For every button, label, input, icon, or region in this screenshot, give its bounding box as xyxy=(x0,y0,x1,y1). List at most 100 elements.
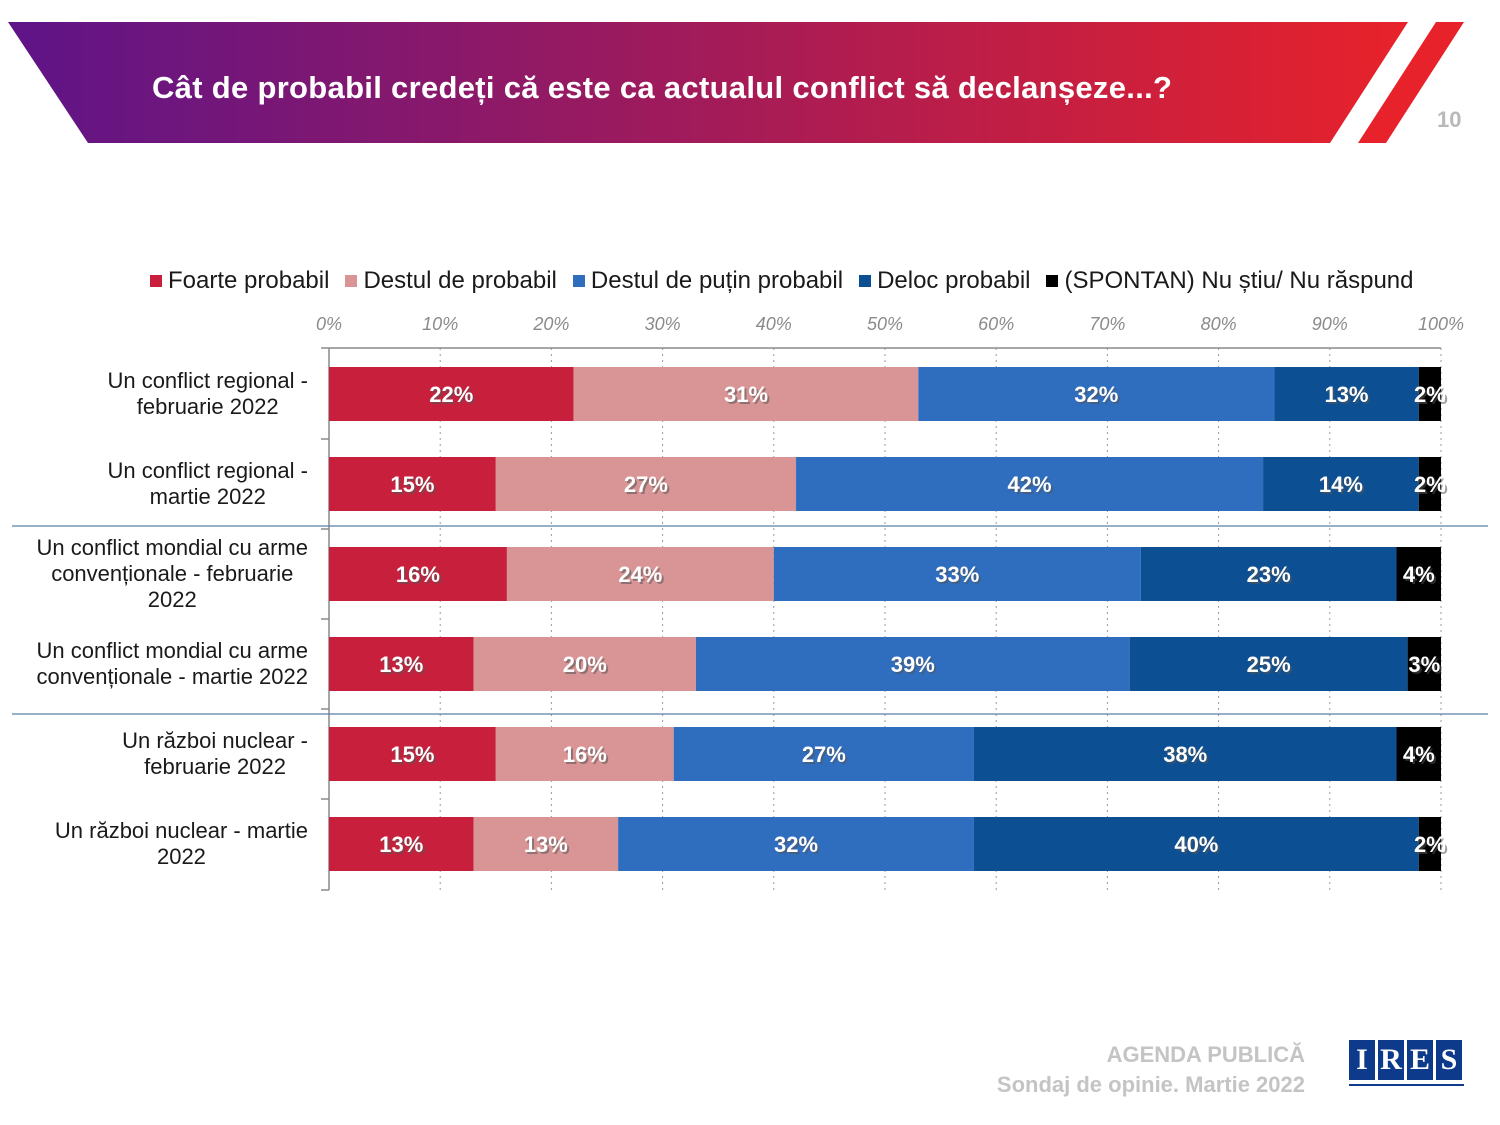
bar-segment xyxy=(973,727,1397,781)
x-tick-label: 10% xyxy=(422,314,458,334)
bar-segment xyxy=(1396,727,1441,781)
data-label: 32% xyxy=(774,832,818,857)
data-label: 13% xyxy=(379,652,423,677)
legend-item-5: (SPONTAN) Nu știu/ Nu răspund xyxy=(1046,264,1413,298)
x-tick-label: 80% xyxy=(1201,314,1237,334)
data-label-shadow: 3% xyxy=(1410,654,1442,679)
data-label: 32% xyxy=(1074,382,1118,407)
data-label: 16% xyxy=(563,742,607,767)
bar-segment xyxy=(329,457,496,511)
data-label-shadow: 13% xyxy=(526,834,570,859)
data-label-shadow: 2% xyxy=(1416,474,1448,499)
data-label-shadow: 13% xyxy=(381,654,425,679)
bar-segment xyxy=(1274,367,1419,421)
bar-segment xyxy=(495,457,797,511)
data-label: 13% xyxy=(379,832,423,857)
page-number: 10 xyxy=(1437,107,1462,132)
bar-segment xyxy=(329,367,574,421)
bar-segment xyxy=(796,457,1264,511)
bar-segment xyxy=(329,637,474,691)
legend-label: Deloc probabil xyxy=(877,267,1031,294)
bar-segment xyxy=(473,817,619,871)
ires-logo-underline xyxy=(1349,1084,1464,1091)
legend-item-4: Deloc probabil xyxy=(859,264,1030,298)
logo-letter: E xyxy=(1407,1040,1433,1080)
legend-item-3: Destul de puțin probabil xyxy=(572,264,844,298)
x-tick-label: 0% xyxy=(316,314,342,334)
x-tick-label: 100% xyxy=(1418,314,1464,334)
x-tick-label: 30% xyxy=(645,314,681,334)
legend-swatch xyxy=(345,275,358,287)
bar-segment xyxy=(1418,457,1441,511)
category-label: Un război nuclear - martie 2022 xyxy=(54,818,308,869)
category-label: Un conflict mondial cu arme convențional… xyxy=(36,535,308,612)
data-label: 27% xyxy=(802,742,846,767)
legend-label: Destul de puțin probabil xyxy=(590,267,844,294)
data-label: 4% xyxy=(1403,562,1435,587)
data-label: 31% xyxy=(724,382,768,407)
bar-segment xyxy=(329,547,507,601)
bar-segment xyxy=(973,817,1419,871)
data-label: 13% xyxy=(1324,382,1368,407)
data-label: 16% xyxy=(396,562,440,587)
data-label: 2% xyxy=(1414,382,1446,407)
data-label: 42% xyxy=(1008,472,1052,497)
bar-segment xyxy=(1418,817,1441,871)
footer-source: AGENDA PUBLICĂ Sondaj de opinie. Martie … xyxy=(997,1040,1305,1100)
data-label-shadow: 13% xyxy=(1326,384,1370,409)
bar-segment xyxy=(329,727,496,781)
bar-segment xyxy=(673,727,974,781)
data-label: 39% xyxy=(891,652,935,677)
legend-swatch xyxy=(859,275,872,287)
data-label-shadow: 15% xyxy=(392,744,436,769)
bar-segment xyxy=(618,817,974,871)
title-banner xyxy=(8,22,1464,143)
legend-label: (SPONTAN) Nu știu/ Nu răspund xyxy=(1064,267,1414,294)
data-label-shadow: 38% xyxy=(1165,744,1209,769)
banner-stripe xyxy=(1358,22,1464,143)
legend-item-2: Destul de probabil xyxy=(345,264,557,298)
data-label: 15% xyxy=(390,742,434,767)
data-label: 40% xyxy=(1174,832,1218,857)
data-label: 24% xyxy=(618,562,662,587)
data-label-shadow: 27% xyxy=(626,474,670,499)
data-label-shadow: 31% xyxy=(726,384,770,409)
data-label: 3% xyxy=(1408,652,1440,677)
data-label: 33% xyxy=(935,562,979,587)
logo-letter: I xyxy=(1349,1040,1375,1080)
data-label-shadow: 33% xyxy=(937,564,981,589)
bar-segment xyxy=(695,637,1130,691)
data-label: 20% xyxy=(563,652,607,677)
data-label: 22% xyxy=(429,382,473,407)
legend-swatch xyxy=(1046,275,1059,287)
data-label-shadow: 22% xyxy=(431,384,475,409)
page-title: Cât de probabil credeți că este ca actua… xyxy=(152,70,1173,105)
bar-segment xyxy=(329,817,474,871)
data-label-shadow: 23% xyxy=(1249,564,1293,589)
logo-letter: S xyxy=(1436,1040,1462,1080)
data-label-shadow: 14% xyxy=(1321,474,1365,499)
data-label-shadow: 40% xyxy=(1176,834,1220,859)
x-tick-label: 40% xyxy=(756,314,792,334)
data-label: 13% xyxy=(524,832,568,857)
data-label-shadow: 4% xyxy=(1405,564,1437,589)
bar-segment xyxy=(1418,367,1441,421)
data-label-shadow: 27% xyxy=(804,744,848,769)
data-label-shadow: 13% xyxy=(381,834,425,859)
data-label: 27% xyxy=(624,472,668,497)
data-label: 4% xyxy=(1403,742,1435,767)
data-label-shadow: 16% xyxy=(398,564,442,589)
data-label-shadow: 16% xyxy=(565,744,609,769)
data-label: 25% xyxy=(1247,652,1291,677)
data-label: 2% xyxy=(1414,832,1446,857)
logo-letter: R xyxy=(1378,1040,1404,1080)
legend-label: Foarte probabil xyxy=(168,267,330,294)
chart-legend: Foarte probabil Destul de probabil Destul … xyxy=(150,264,1480,298)
bar-segment xyxy=(918,367,1275,421)
legend-swatch xyxy=(150,275,162,287)
legend-item-1: Foarte probabil xyxy=(150,264,329,298)
legend-swatch xyxy=(572,275,585,287)
bar-segment xyxy=(473,637,696,691)
data-label-shadow: 4% xyxy=(1405,744,1437,769)
bar-segment xyxy=(506,547,774,601)
